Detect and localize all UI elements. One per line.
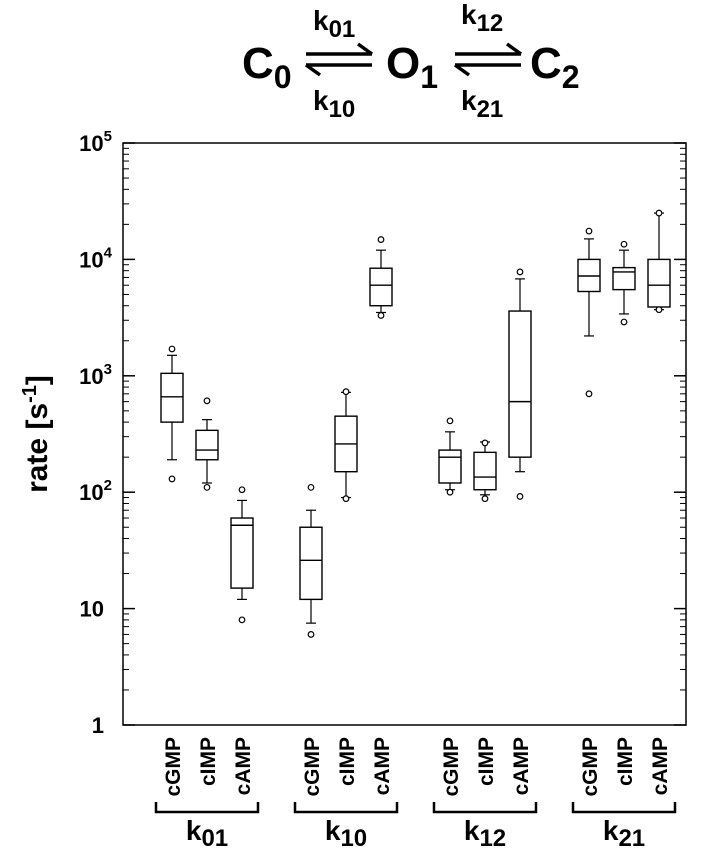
group-bracket xyxy=(154,802,260,814)
box-cGMP-group-3 xyxy=(577,227,601,398)
arrow-o1-c0-backward-icon xyxy=(304,63,372,77)
outlier-point xyxy=(168,345,176,353)
box-cIMP-group-0 xyxy=(195,397,219,491)
box-cAMP-group-2 xyxy=(508,268,532,500)
outlier-point xyxy=(446,417,454,425)
y-tick-label: 102 xyxy=(79,477,112,505)
outlier-point xyxy=(238,616,246,624)
box-iqr xyxy=(195,429,219,461)
y-tick-label: 104 xyxy=(79,244,112,272)
box-iqr xyxy=(647,258,671,308)
outlier-point xyxy=(655,209,663,217)
outlier-point xyxy=(516,493,524,500)
x-category-label: cIMP xyxy=(614,737,637,786)
x-group-label: k21 xyxy=(603,815,645,852)
x-category-label: cIMP xyxy=(336,737,359,786)
y-axis-label: rate [s-1] xyxy=(19,375,54,493)
group-bracket xyxy=(432,802,538,814)
y-axis: 1 10 102 103 104 105 xyxy=(79,128,686,738)
box-iqr xyxy=(438,449,462,484)
box-cIMP-group-2 xyxy=(473,439,497,503)
group-bracket xyxy=(293,802,399,814)
arrow-c2-o1-backward-icon xyxy=(453,63,521,77)
x-category-label: cIMP xyxy=(475,737,498,786)
x-category-label: cIMP xyxy=(197,737,220,786)
x-axis: cGMP cIMP cAMP cGMP cIMP cAMP cGMP cIMP cAMP cGMP… xyxy=(154,737,677,852)
x-category-label: cGMP xyxy=(301,737,324,797)
arrow-o1-c2-forward-icon xyxy=(455,42,523,56)
box-cIMP-group-1 xyxy=(334,388,358,503)
x-category-label: cGMP xyxy=(162,737,185,797)
outlier-point xyxy=(481,495,489,503)
rate-k10-label: k10 xyxy=(313,85,355,123)
outlier-point xyxy=(620,240,628,248)
y-tick-label: 1 xyxy=(92,713,104,738)
y-tick-label: 10 xyxy=(80,597,104,622)
x-group-label: k12 xyxy=(464,815,506,852)
box-cAMP-group-3 xyxy=(647,209,671,314)
y-tick-label: 103 xyxy=(79,361,112,389)
state-o1-label: O1 xyxy=(386,39,438,95)
outlier-point xyxy=(168,475,176,483)
rate-k12-label: k12 xyxy=(461,0,503,37)
outlier-point xyxy=(481,439,489,447)
box-cGMP-group-1 xyxy=(299,483,323,638)
outlier-point xyxy=(377,236,385,243)
box-iqr xyxy=(612,266,636,291)
outlier-point xyxy=(307,631,315,638)
box-iqr xyxy=(369,267,393,307)
state-c0-label: C0 xyxy=(242,39,292,95)
rate-k01-label: k01 xyxy=(313,5,355,43)
x-category-label: cAMP xyxy=(649,737,672,795)
x-category-label: cGMP xyxy=(579,737,602,797)
x-category-label: cAMP xyxy=(232,737,255,795)
x-category-label: cAMP xyxy=(510,737,533,795)
outlier-point xyxy=(585,390,593,398)
x-category-label: cAMP xyxy=(371,737,394,795)
plot-frame xyxy=(122,142,687,726)
outlier-point xyxy=(620,318,628,326)
state-c2-label: C2 xyxy=(530,39,580,95)
box-cAMP-group-0 xyxy=(230,486,254,624)
outlier-point xyxy=(585,227,593,235)
x-group-label: k01 xyxy=(186,815,228,852)
box-cIMP-group-3 xyxy=(612,240,636,326)
kinetic-scheme: C0 O1 C2 k01 k10 k12 k21 xyxy=(242,0,580,123)
box-iqr xyxy=(160,372,184,423)
box-plots xyxy=(160,209,671,638)
outlier-point xyxy=(516,268,524,276)
outlier-point xyxy=(203,483,211,491)
box-iqr xyxy=(473,451,497,491)
outlier-point xyxy=(307,483,315,491)
outlier-point xyxy=(238,486,246,494)
outlier-point xyxy=(655,306,663,314)
group-bracket xyxy=(571,802,677,814)
outlier-point xyxy=(446,488,454,496)
outlier-point xyxy=(377,312,385,319)
outlier-point xyxy=(342,388,350,396)
outlier-point xyxy=(203,397,211,405)
box-cAMP-group-1 xyxy=(369,236,393,319)
box-cGMP-group-0 xyxy=(160,345,184,483)
box-iqr xyxy=(230,517,254,589)
arrow-c0-o1-forward-icon xyxy=(306,42,374,56)
box-cGMP-group-2 xyxy=(438,417,462,496)
box-iqr xyxy=(299,526,323,601)
x-category-label: cGMP xyxy=(440,737,463,797)
x-group-label: k10 xyxy=(325,815,367,852)
box-iqr xyxy=(508,310,532,458)
outlier-point xyxy=(342,495,350,503)
rate-k21-label: k21 xyxy=(461,85,503,123)
y-tick-label: 105 xyxy=(79,128,112,156)
